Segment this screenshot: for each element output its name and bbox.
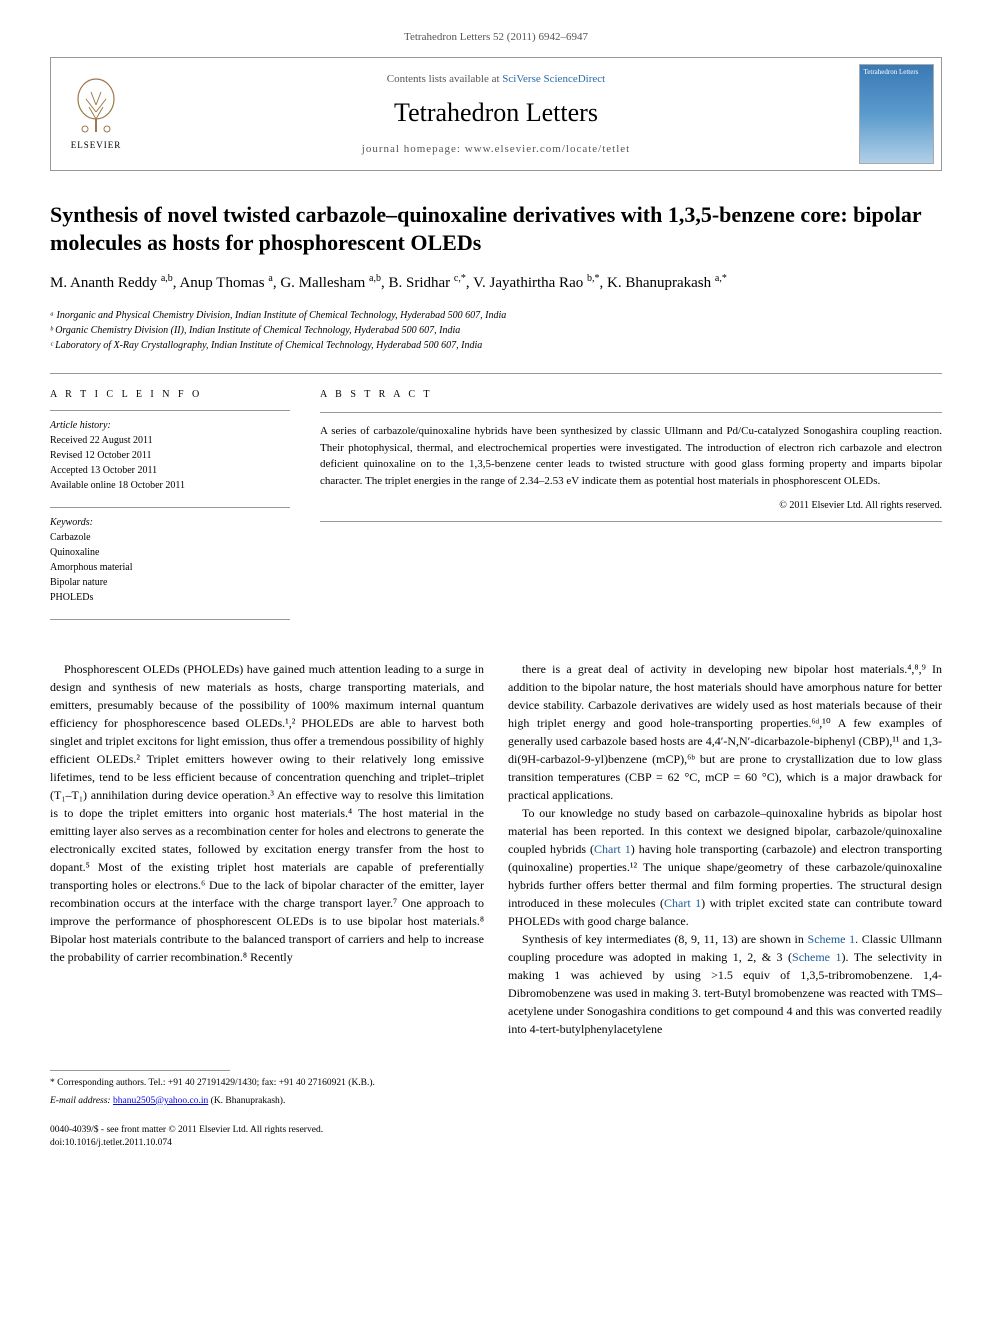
elsevier-tree-icon [71,77,121,137]
front-matter: 0040-4039/$ - see front matter © 2011 El… [50,1124,323,1137]
abstract-text: A series of carbazole/quinoxaline hybrid… [320,413,942,489]
elsevier-logo: ELSEVIER [51,58,141,170]
body-paragraph: Synthesis of key intermediates (8, 9, 11… [508,930,942,1038]
keyword-item: Amorphous material [50,560,290,575]
affiliation-item: ᵇ Organic Chemistry Division (II), India… [50,323,942,338]
contents-prefix: Contents lists available at [387,73,502,85]
affiliations: ᵃ Inorganic and Physical Chemistry Divis… [50,308,942,353]
journal-homepage: journal homepage: www.elsevier.com/locat… [151,142,841,157]
journal-name: Tetrahedron Letters [151,95,841,131]
citation-line: Tetrahedron Letters 52 (2011) 6942–6947 [50,30,942,45]
elsevier-text: ELSEVIER [71,139,122,152]
abstract-heading: A B S T R A C T [320,388,942,402]
email-who: (K. Bhanuprakash). [211,1096,286,1106]
keyword-item: PHOLEDs [50,590,290,605]
chart-link[interactable]: Chart 1 [664,896,701,910]
divider [50,619,290,620]
keyword-item: Quinoxaline [50,545,290,560]
history-item: Received 22 August 2011 [50,433,290,448]
email-label: E-mail address: [50,1096,111,1106]
body-column-left: Phosphorescent OLEDs (PHOLEDs) have gain… [50,660,484,1038]
body-text: Phosphorescent OLEDs (PHOLEDs) have gain… [50,660,942,1038]
abstract-copyright: © 2011 Elsevier Ltd. All rights reserved… [320,499,942,513]
corresponding-author: * Corresponding authors. Tel.: +91 40 27… [50,1077,942,1090]
footer-divider [50,1070,230,1071]
journal-header: ELSEVIER Contents lists available at Sci… [50,57,942,171]
authors: M. Ananth Reddy a,b, Anup Thomas a, G. M… [50,272,942,294]
article-info-heading: A R T I C L E I N F O [50,388,290,402]
article-title: Synthesis of novel twisted carbazole–qui… [50,201,942,256]
body-paragraph: Phosphorescent OLEDs (PHOLEDs) have gain… [50,660,484,966]
keywords-label: Keywords: [50,516,290,530]
keyword-item: Bipolar nature [50,575,290,590]
body-paragraph: there is a great deal of activity in dev… [508,660,942,804]
chart-link[interactable]: Chart 1 [594,842,631,856]
history-item: Revised 12 October 2011 [50,448,290,463]
affiliation-item: ᵃ Inorganic and Physical Chemistry Divis… [50,308,942,323]
cover-title: Tetrahedron Letters [864,69,929,77]
article-info: A R T I C L E I N F O Article history: R… [50,374,290,619]
history-item: Available online 18 October 2011 [50,478,290,493]
contents-available: Contents lists available at SciVerse Sci… [151,72,841,87]
affiliation-item: ᶜ Laboratory of X-Ray Crystallography, I… [50,338,942,353]
abstract: A B S T R A C T A series of carbazole/qu… [320,374,942,619]
scheme-link[interactable]: Scheme 1 [792,950,841,964]
divider [320,521,942,522]
keyword-item: Carbazole [50,530,290,545]
history-label: Article history: [50,419,290,433]
scidirect-link[interactable]: SciVerse ScienceDirect [502,73,605,85]
footer: * Corresponding authors. Tel.: +91 40 27… [50,1062,942,1150]
body-paragraph: To our knowledge no study based on carba… [508,804,942,930]
scheme-link[interactable]: Scheme 1 [808,932,856,946]
history-item: Accepted 13 October 2011 [50,463,290,478]
body-column-right: there is a great deal of activity in dev… [508,660,942,1038]
doi: doi:10.1016/j.tetlet.2011.10.074 [50,1137,323,1150]
journal-cover: Tetrahedron Letters [851,58,941,170]
email-link[interactable]: bhanu2505@yahoo.co.in [113,1096,208,1106]
